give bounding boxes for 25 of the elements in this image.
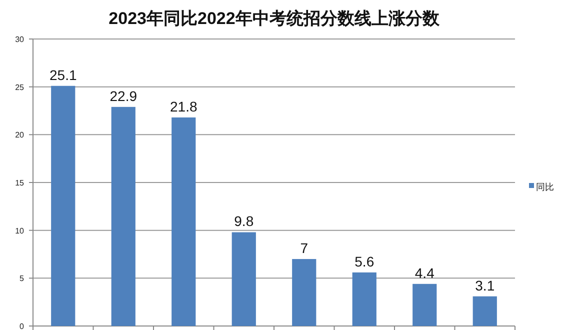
y-tick-label: 25 (15, 82, 25, 92)
data-label: 3.1 (475, 277, 495, 294)
legend-label: 同比 (536, 182, 554, 192)
bar (172, 117, 196, 326)
bar (472, 296, 497, 326)
bar (51, 86, 76, 326)
data-label: 9.8 (234, 213, 254, 230)
chart-title: 2023年同比2022年中考统招分数线上涨分数 (108, 9, 440, 28)
data-label: 4.4 (414, 264, 435, 281)
bar (232, 232, 256, 326)
data-label: 21.8 (170, 98, 198, 114)
data-label: 22.9 (110, 88, 138, 104)
y-tick-label: 5 (20, 274, 25, 284)
data-label: 25.1 (50, 66, 77, 83)
y-tick-label: 15 (15, 178, 25, 188)
y-tick-label: 0 (20, 322, 25, 330)
bar (352, 272, 376, 326)
y-tick-label: 20 (15, 130, 25, 140)
y-tick-label: 30 (15, 35, 25, 44)
data-label: 5.6 (354, 253, 374, 270)
bar (292, 259, 316, 326)
bar (111, 106, 136, 326)
data-label: 7 (300, 240, 308, 256)
y-tick-label: 10 (15, 226, 25, 236)
bar (412, 284, 437, 326)
